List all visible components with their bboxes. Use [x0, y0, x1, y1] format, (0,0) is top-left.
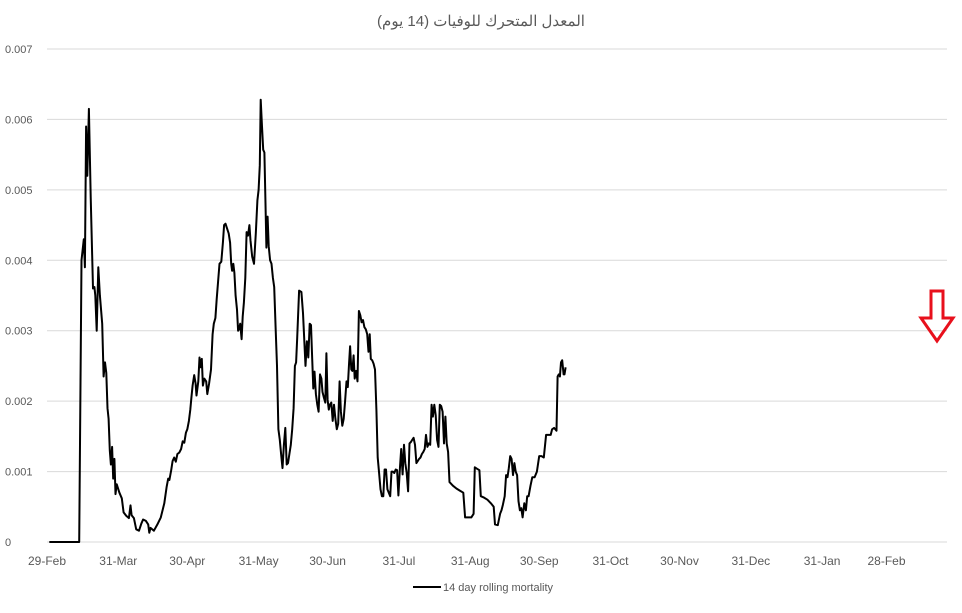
x-tick-label: 30-Apr	[169, 554, 205, 568]
x-tick-label: 31-May	[239, 554, 279, 568]
x-tick-label: 31-Dec	[731, 554, 770, 568]
legend-label: 14 day rolling mortality	[443, 582, 554, 594]
y-tick-label: 0.007	[5, 44, 33, 56]
annotation-arrow-icon	[918, 289, 956, 344]
series-line-14-day-rolling-mortality	[49, 98, 567, 543]
y-tick-label: 0.005	[5, 185, 33, 197]
y-tick-label: 0.002	[5, 396, 33, 408]
y-axis-tick-labels: 0 0.001 0.002 0.003 0.004 0.005 0.006 0.007	[5, 44, 33, 549]
y-tick-label: 0.006	[5, 114, 33, 126]
x-tick-label: 31-Mar	[99, 554, 137, 568]
gridlines	[47, 48, 947, 473]
y-tick-label: 0.001	[5, 467, 33, 479]
y-tick-label: 0	[5, 537, 11, 549]
chart-title: المعدل المتحرك للوفيات (14 يوم)	[377, 13, 585, 30]
x-tick-label: 30-Jun	[309, 554, 346, 568]
x-tick-label: 29-Feb	[28, 554, 66, 568]
x-tick-label: 31-Jan	[804, 554, 841, 568]
legend: 14 day rolling mortality	[413, 582, 554, 594]
y-tick-label: 0.003	[5, 326, 33, 338]
x-tick-label: 30-Nov	[660, 554, 699, 568]
x-tick-label: 30-Sep	[520, 554, 559, 568]
x-tick-label: 31-Jul	[383, 554, 416, 568]
y-tick-label: 0.004	[5, 255, 33, 267]
x-tick-label: 28-Feb	[867, 554, 905, 568]
x-axis-tick-labels: 29-Feb 31-Mar 30-Apr 31-May 30-Jun 31-Jul 31-A…	[28, 554, 906, 568]
x-tick-label: 31-Aug	[451, 554, 490, 568]
x-tick-label: 31-Oct	[592, 554, 629, 568]
